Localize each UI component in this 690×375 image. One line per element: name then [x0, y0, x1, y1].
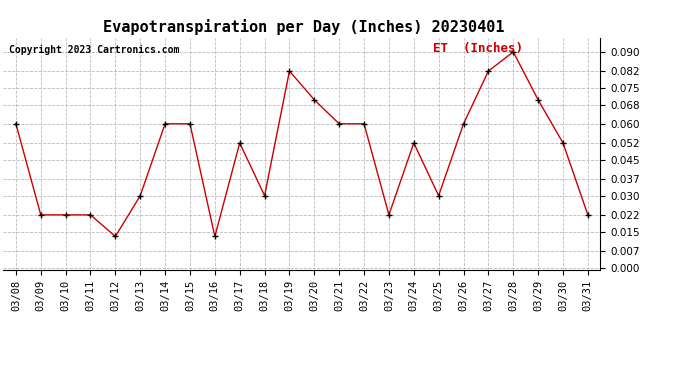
Text: Evapotranspiration per Day (Inches) 20230401: Evapotranspiration per Day (Inches) 2023…	[103, 19, 504, 35]
Text: Copyright 2023 Cartronics.com: Copyright 2023 Cartronics.com	[10, 45, 180, 54]
Text: ET  (Inches): ET (Inches)	[433, 42, 523, 55]
